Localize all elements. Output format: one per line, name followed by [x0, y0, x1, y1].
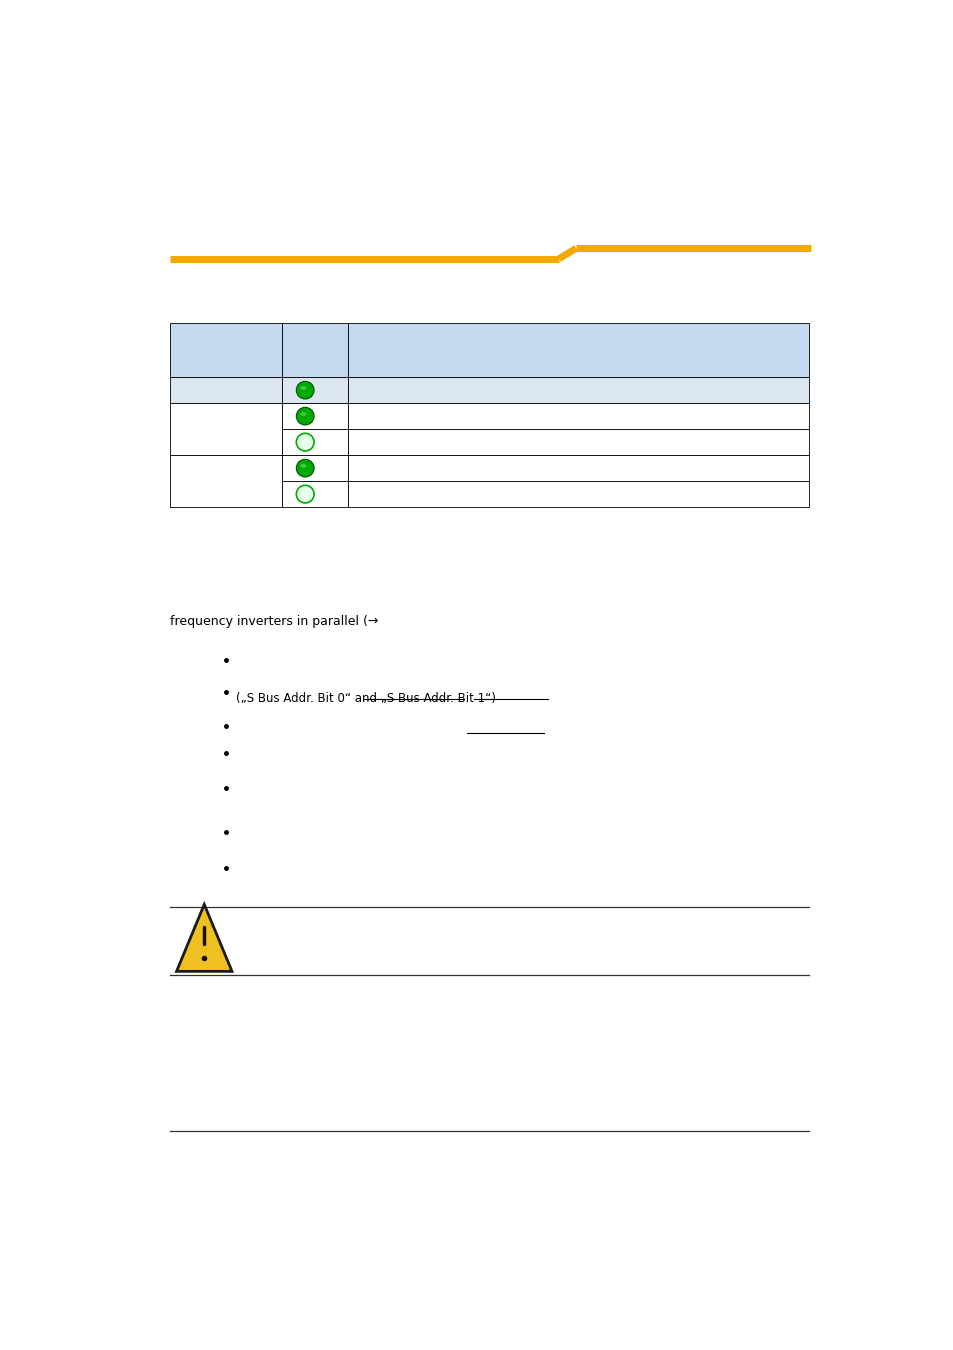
Bar: [282, 429, 348, 455]
Bar: [170, 377, 281, 404]
Ellipse shape: [300, 464, 306, 468]
Bar: [170, 404, 281, 455]
Text: („S Bus Addr. Bit 0“ and „S Bus Addr. Bit 1“): („S Bus Addr. Bit 0“ and „S Bus Addr. Bi…: [235, 691, 496, 705]
Ellipse shape: [296, 381, 314, 400]
Ellipse shape: [296, 459, 314, 477]
Ellipse shape: [296, 433, 314, 451]
Bar: [348, 429, 808, 455]
Bar: [282, 404, 348, 429]
Bar: [170, 323, 281, 377]
Text: frequency inverters in parallel (→: frequency inverters in parallel (→: [170, 614, 377, 628]
Polygon shape: [176, 904, 232, 972]
Bar: [282, 481, 348, 508]
Bar: [282, 455, 348, 481]
Bar: [348, 323, 808, 377]
Bar: [348, 377, 808, 404]
Bar: [348, 481, 808, 508]
Bar: [282, 377, 348, 404]
Bar: [282, 323, 348, 377]
Bar: [348, 455, 808, 481]
Ellipse shape: [300, 386, 306, 390]
Ellipse shape: [296, 408, 314, 425]
Bar: [348, 404, 808, 429]
Ellipse shape: [300, 412, 306, 416]
Bar: [170, 455, 281, 508]
Ellipse shape: [296, 485, 314, 504]
